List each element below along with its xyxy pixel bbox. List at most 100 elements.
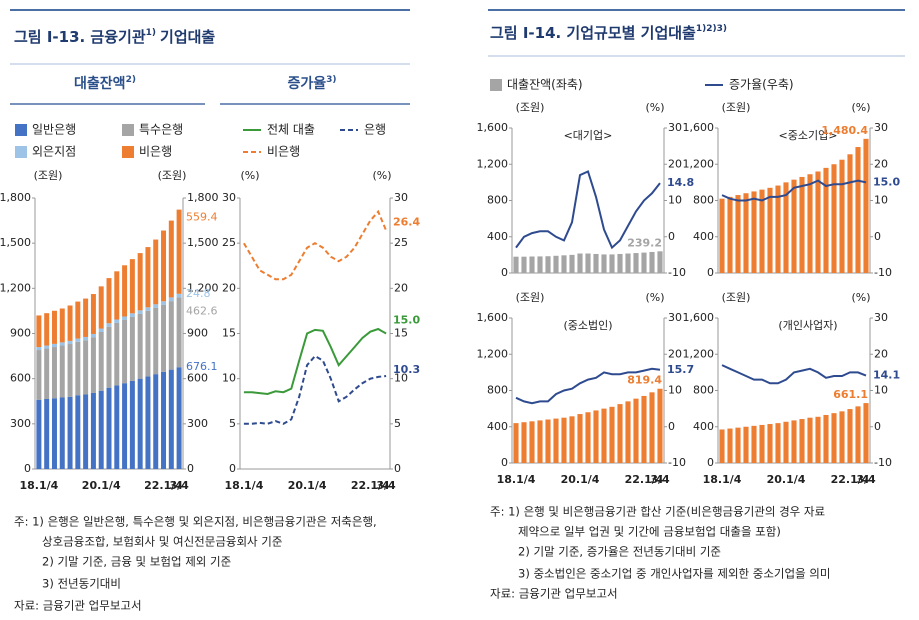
bar: [122, 316, 128, 320]
y-tick-label: 1,200: [477, 157, 509, 170]
y2-tick-label: 30: [874, 311, 888, 324]
y2-tick-label: 10: [668, 194, 682, 207]
bar: [83, 298, 89, 337]
title-part: 그림 Ⅰ-13. 금융기관: [14, 28, 146, 46]
y2-tick-label: 10: [874, 194, 888, 207]
bar: [633, 398, 639, 463]
y2-tick-label: 1,200: [187, 281, 219, 294]
y-tick-label: 1,200: [683, 157, 715, 170]
bar: [51, 343, 57, 348]
bar: [735, 427, 741, 463]
y2-tick-label: 20: [394, 281, 408, 294]
bar: [863, 403, 869, 463]
value-label: 559.4: [186, 211, 218, 224]
bar: [83, 340, 89, 395]
bar: [114, 271, 120, 320]
bar: [137, 313, 143, 379]
bar: [145, 376, 151, 469]
bar: [161, 304, 167, 372]
value-label: 462.6: [186, 305, 218, 318]
legend-label: 비은행: [139, 144, 172, 159]
bar: [106, 387, 112, 469]
bar: [168, 369, 174, 469]
legend-label: 특수은행: [139, 122, 183, 137]
x-tick-label: 3/4: [856, 473, 876, 486]
y2-tick-label: 600: [187, 372, 208, 385]
bar: [59, 308, 65, 343]
bar: [75, 338, 81, 342]
bar: [807, 417, 813, 463]
bar: [161, 371, 167, 469]
legend-label: 비은행: [267, 144, 300, 159]
value-label: 24.8: [186, 287, 211, 300]
y-tick-label: 1,600: [683, 121, 715, 134]
bar: [161, 301, 167, 305]
chart-title: <대기업>: [564, 129, 613, 142]
bar: [122, 319, 128, 384]
chart-title: 증가율3): [287, 75, 336, 93]
note: 상호금융조합, 보험회사 및 여신전문금융회사 기준: [42, 535, 282, 549]
bar: [561, 417, 567, 463]
y2-tick-label: 0: [668, 230, 675, 243]
bar: [36, 347, 42, 351]
bar: [36, 315, 42, 348]
x-tick-label: 20.1/4: [288, 479, 327, 492]
bar: [145, 307, 151, 311]
bar: [743, 193, 749, 273]
y2-unit: (%): [851, 101, 870, 114]
bar: [75, 395, 81, 469]
bar: [783, 421, 789, 463]
title-part: 기업대출: [160, 28, 215, 46]
bar: [863, 138, 869, 273]
title-text: <대기업>: [564, 129, 613, 142]
bar: [153, 307, 159, 375]
bar: [168, 220, 174, 298]
y2-tick-label: 10: [874, 384, 888, 397]
bar: [545, 419, 551, 463]
line: [721, 364, 867, 385]
bar: [847, 154, 853, 273]
y-tick-label: 25: [222, 236, 236, 249]
bar: [625, 253, 631, 273]
bar: [114, 322, 120, 386]
y2-tick-label: 15: [394, 327, 408, 340]
title-text: (개인사업자): [778, 319, 837, 332]
y-tick-label: 1,800: [0, 191, 31, 204]
bar: [569, 416, 575, 463]
title-text: <중소기업>: [779, 129, 838, 142]
note: 2) 기말 기준, 금융 및 보험업 제외 기준: [42, 555, 231, 569]
bar: [577, 414, 583, 463]
bar: [743, 426, 749, 463]
bar: [759, 189, 765, 273]
line: [243, 209, 388, 281]
y-tick-label: 0: [501, 266, 508, 279]
bar: [98, 390, 104, 469]
bar: [855, 406, 861, 463]
x-tick-label: 22.1/4: [144, 479, 183, 492]
y-tick-label: 800: [693, 384, 714, 397]
bar: [153, 374, 159, 469]
legend-label: 일반은행: [32, 122, 76, 137]
legend-marker: [122, 124, 134, 136]
title-part: 1): [146, 28, 156, 38]
title-text: 증가율: [287, 75, 326, 92]
x-tick-label: 18.1/4: [19, 479, 58, 492]
bar: [145, 247, 151, 308]
bar: [90, 294, 96, 334]
bar: [767, 424, 773, 463]
y2-unit: (%): [645, 291, 664, 304]
y-tick-label: 800: [693, 194, 714, 207]
y2-tick-label: 20: [668, 347, 682, 360]
bar: [625, 401, 631, 463]
bar: [67, 340, 73, 345]
y-tick-label: 1,600: [683, 311, 715, 324]
bar: [727, 428, 733, 463]
bar: [649, 251, 655, 273]
bar: [529, 421, 535, 463]
y2-tick-label: 0: [394, 462, 401, 475]
bar: [839, 411, 845, 463]
bar: [831, 413, 837, 463]
y-unit: (조원): [516, 101, 545, 114]
bar: [799, 419, 805, 463]
